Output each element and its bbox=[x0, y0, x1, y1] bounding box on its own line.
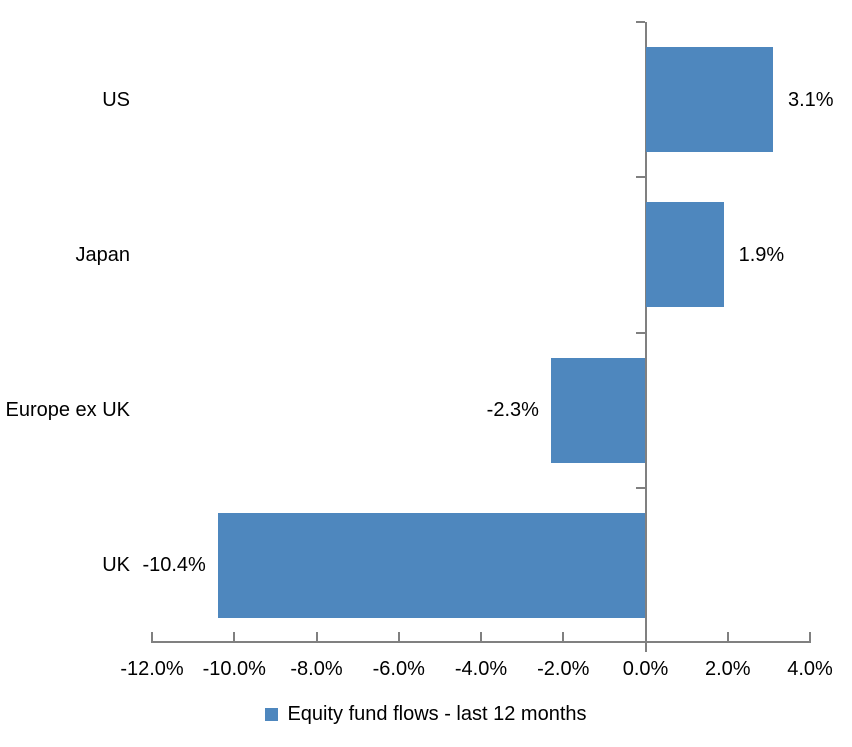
x-axis-tick-label: -4.0% bbox=[454, 658, 508, 680]
y-axis-tick bbox=[635, 486, 645, 489]
x-axis-tick-label: 2.0% bbox=[704, 658, 751, 680]
bar bbox=[550, 357, 646, 463]
x-axis-tick bbox=[644, 632, 647, 643]
x-axis-tick bbox=[233, 632, 236, 643]
x-axis-tick-label: 0.0% bbox=[622, 658, 669, 680]
category-label: US bbox=[102, 88, 130, 111]
x-axis-tick bbox=[151, 632, 153, 643]
x-axis-tick bbox=[480, 632, 482, 643]
legend: Equity fund flows - last 12 months bbox=[0, 699, 852, 729]
data-label: -2.3% bbox=[486, 399, 539, 422]
bar bbox=[645, 202, 724, 308]
plot-area: -12.0% -10.0% -8.0% -6.0% -4.0% -2.0% 0.0% 2.0%… bbox=[5, 21, 834, 680]
data-label: 3.1% bbox=[787, 88, 834, 111]
x-axis-tick-label: -2.0% bbox=[537, 658, 590, 680]
zero-axis-line bbox=[644, 22, 647, 652]
x-axis-tick-label: -8.0% bbox=[290, 658, 343, 680]
category-label: UK bbox=[102, 554, 130, 577]
x-axis-tick bbox=[562, 632, 565, 643]
x-axis-tick-label: -6.0% bbox=[372, 658, 425, 680]
data-label: 1.9% bbox=[738, 243, 785, 266]
y-axis-tick bbox=[635, 21, 645, 23]
data-label: -10.4% bbox=[142, 554, 206, 577]
x-axis-tick bbox=[726, 632, 729, 643]
category-label: Europe ex UK bbox=[5, 399, 130, 422]
y-axis-tick bbox=[635, 176, 645, 179]
bar bbox=[645, 47, 773, 153]
x-axis-tick-label: -12.0% bbox=[120, 658, 184, 680]
x-axis-tick-label: -10.0% bbox=[202, 658, 266, 680]
x-axis-tick-label: 4.0% bbox=[787, 658, 833, 680]
y-axis-tick bbox=[635, 331, 645, 334]
x-axis-tick bbox=[315, 632, 318, 643]
x-axis-tick bbox=[809, 632, 811, 643]
legend-swatch-icon bbox=[265, 707, 279, 721]
y-axis-tick bbox=[635, 641, 645, 643]
legend-label: Equity fund flows - last 12 months bbox=[287, 703, 587, 725]
category-label: Japan bbox=[75, 243, 131, 266]
x-axis-tick bbox=[397, 632, 400, 643]
bar bbox=[217, 512, 646, 618]
